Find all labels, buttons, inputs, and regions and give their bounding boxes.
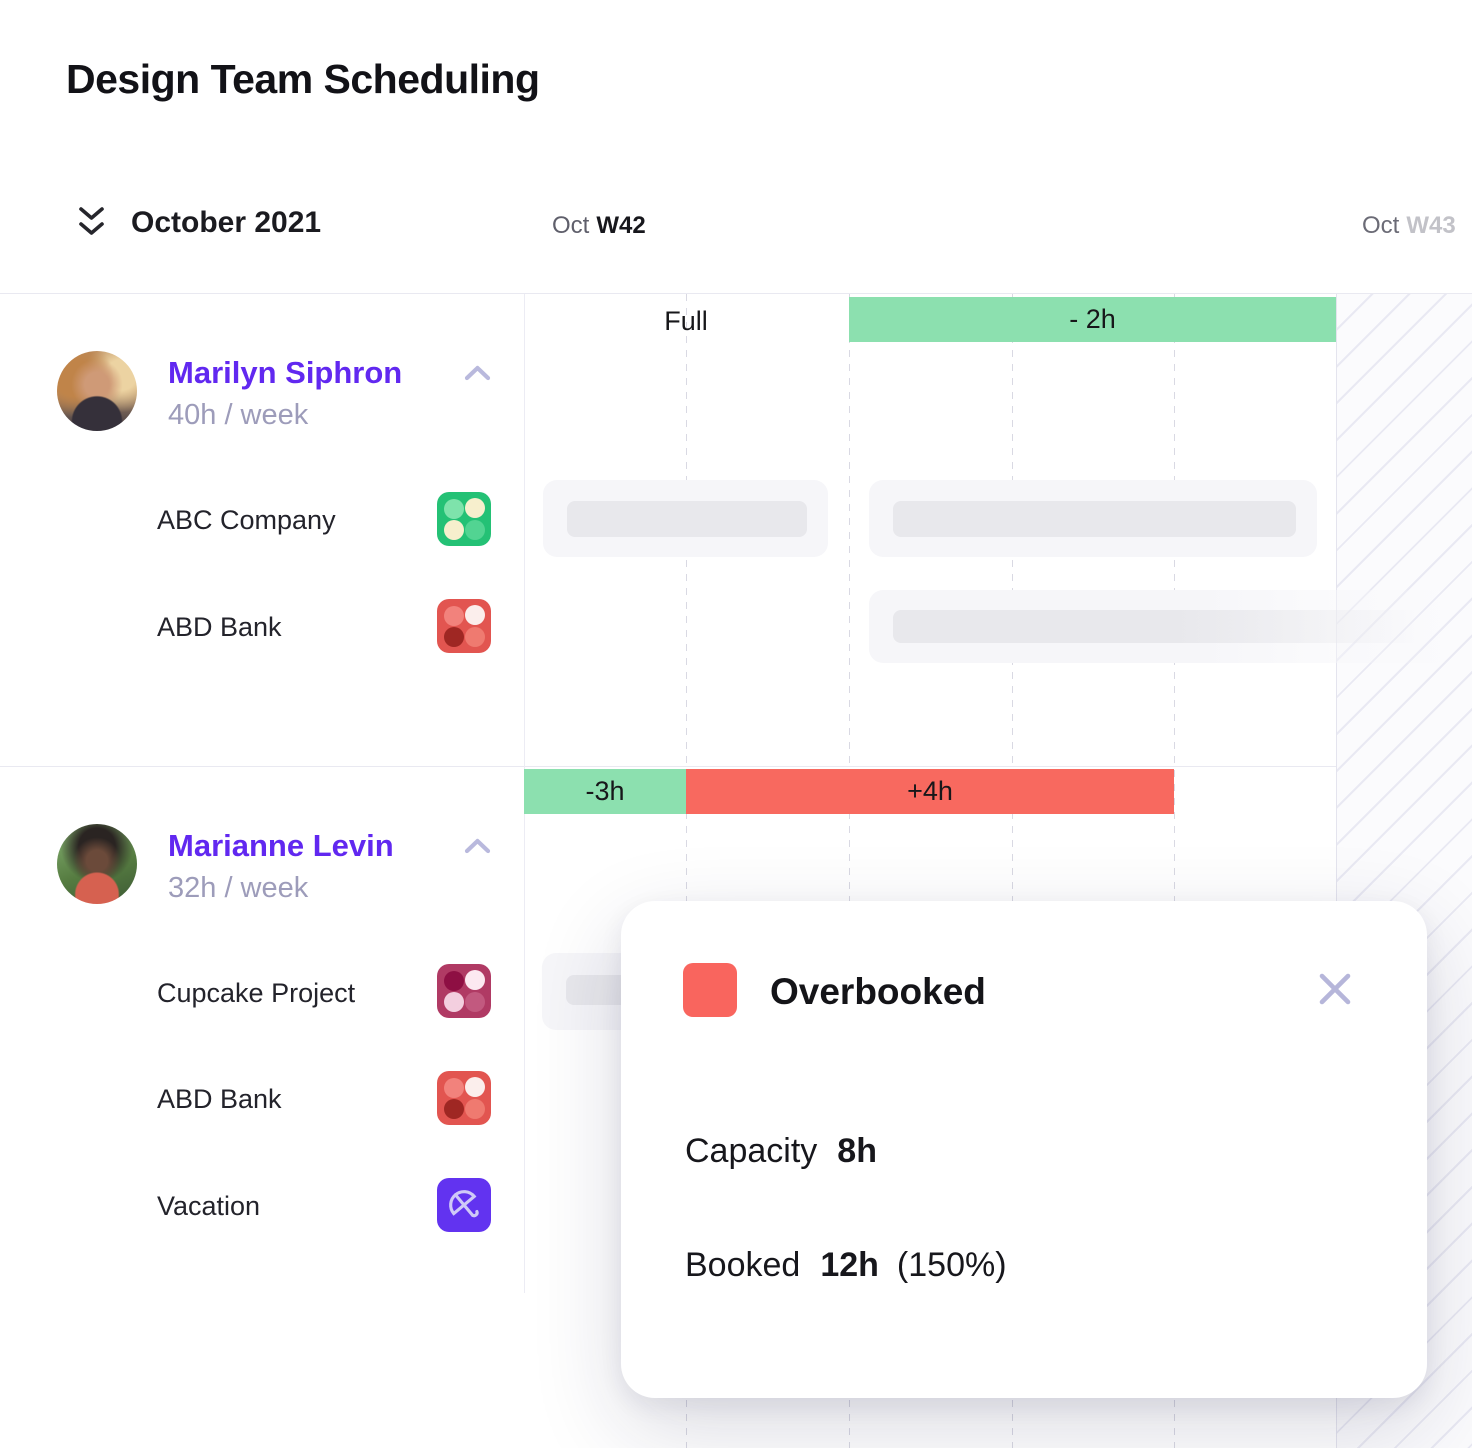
booked-percent: (150%) [896, 1246, 1007, 1284]
member-name[interactable]: Marilyn Siphron [168, 355, 403, 390]
week-boundary-line [1336, 294, 1337, 1448]
project-label: ABD Bank [157, 612, 282, 642]
week-header-w43: Oct W43 [1362, 212, 1456, 240]
dot [444, 1099, 464, 1119]
dot [465, 498, 485, 518]
close-icon[interactable] [1318, 972, 1352, 1006]
row-divider [0, 766, 1472, 767]
umbrella-icon [437, 1178, 491, 1232]
week-name: W42 [596, 212, 646, 239]
chevron-up-icon[interactable] [464, 364, 491, 386]
raspberry-dots-project-icon [437, 964, 491, 1018]
dot [465, 1099, 485, 1119]
dot [444, 992, 464, 1012]
chevron-up-icon[interactable] [464, 837, 491, 859]
booked-label: Booked [685, 1246, 801, 1284]
capacity-label-full[interactable]: Full [664, 306, 708, 336]
grid-line [686, 294, 687, 1448]
task-skeleton-bar [893, 610, 1453, 643]
header-divider [0, 293, 1472, 294]
dot [444, 606, 464, 626]
capacity-row: Capacity 8h [685, 1132, 877, 1171]
dot [465, 627, 485, 647]
grid-line [849, 294, 850, 1448]
dot [465, 970, 485, 990]
avatar [57, 351, 137, 431]
dot [465, 605, 485, 625]
dot [444, 971, 464, 991]
capacity-value: 8h [837, 1132, 877, 1170]
dot [465, 1077, 485, 1097]
overbooked-color-swatch [683, 963, 737, 1017]
task-skeleton [869, 590, 1472, 663]
unavailable-hatch-area [1337, 294, 1472, 1448]
task-skeleton-bar [567, 501, 807, 537]
avatar [57, 824, 137, 904]
red-dots-project-icon [437, 599, 491, 653]
dot [444, 520, 464, 540]
week-prefix: Oct [1362, 212, 1400, 239]
month-label: October 2021 [131, 206, 322, 239]
week-header-w42: Oct W42 [552, 212, 646, 240]
capacity-bar-overbooked[interactable]: +4h [686, 769, 1174, 814]
project-label: ABD Bank [157, 1084, 282, 1114]
green-dots-project-icon [437, 492, 491, 546]
capacity-label: Capacity [685, 1132, 818, 1170]
project-label: ABC Company [157, 505, 336, 535]
grid-line [1012, 294, 1013, 1448]
booked-value: 12h [820, 1246, 879, 1284]
project-label: Vacation [157, 1191, 261, 1221]
collapse-all-icon[interactable] [78, 206, 105, 243]
capacity-bar-under[interactable]: -3h [524, 769, 686, 814]
popup-title: Overbooked [770, 971, 986, 1012]
booked-row: Booked 12h (150%) [685, 1246, 1007, 1285]
dot [444, 627, 464, 647]
dot [444, 499, 464, 519]
grid-line [1174, 294, 1175, 1448]
overbooked-popup: Overbooked Capacity 8h Booked 12h (150%) [621, 901, 1427, 1398]
task-skeleton [543, 480, 828, 557]
dot [465, 520, 485, 540]
dot [465, 992, 485, 1012]
red-dots-project-icon [437, 1071, 491, 1125]
task-skeleton-bar [893, 501, 1296, 537]
week-name: W43 [1406, 212, 1456, 239]
project-label: Cupcake Project [157, 978, 356, 1008]
member-capacity: 32h / week [168, 872, 309, 904]
page-title: Design Team Scheduling [66, 56, 540, 102]
member-capacity: 40h / week [168, 399, 309, 431]
member-name[interactable]: Marianne Levin [168, 828, 394, 863]
task-skeleton [869, 480, 1317, 557]
capacity-bar-under[interactable]: - 2h [849, 297, 1336, 342]
week-prefix: Oct [552, 212, 590, 239]
dot [444, 1078, 464, 1098]
